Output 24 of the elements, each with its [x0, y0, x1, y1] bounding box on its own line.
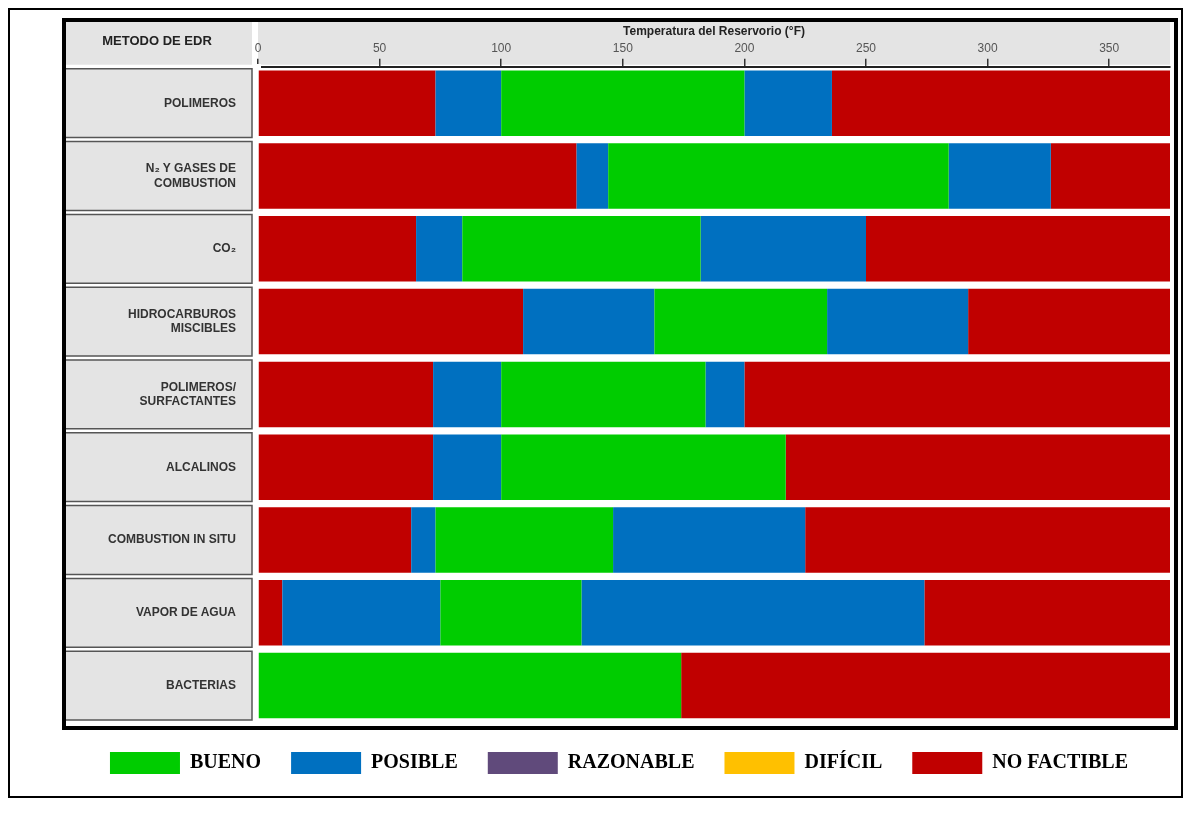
y-axis-title: METODO DE EDR [102, 32, 213, 48]
x-tick-label: 300 [977, 40, 998, 55]
y-tick-label: CO₂ [212, 241, 236, 256]
y-tick-label: ALCALINOS [166, 459, 236, 474]
y-tick-label: VAPOR DE AGUA [135, 605, 237, 620]
y-tick-label: POLIMEROS [163, 95, 236, 110]
x-tick-label: 0 [254, 40, 262, 55]
x-tick-label: 100 [491, 40, 512, 55]
x-tick-label: 50 [372, 40, 387, 55]
y-tick-label: BACTERIAS [165, 677, 236, 692]
y-tick-label: POLIMEROS/SURFACTANTES [139, 379, 237, 408]
y-tick-label: HIDROCARBUROS MISCIBLES [128, 306, 236, 336]
legend-label: RAZONABLE [567, 750, 695, 773]
y-tick-label: COMBUSTION IN SITU [108, 532, 236, 547]
legend-label: DIFÍCIL [804, 750, 883, 773]
legend-label: NO FACTIBLE [992, 750, 1129, 773]
legend-label: BUENO [189, 750, 262, 773]
x-axis-title: Temperatura del Reservorio (°F) [623, 23, 805, 38]
y-tick-label: N₂ Y GASES DE COMBUSTION [145, 161, 236, 190]
x-tick-label: 250 [855, 40, 877, 55]
legend-label: POSIBLE [371, 750, 458, 773]
x-tick-label: 350 [1099, 40, 1120, 55]
x-tick-label: 150 [612, 40, 634, 55]
x-tick-label: 200 [734, 40, 755, 55]
